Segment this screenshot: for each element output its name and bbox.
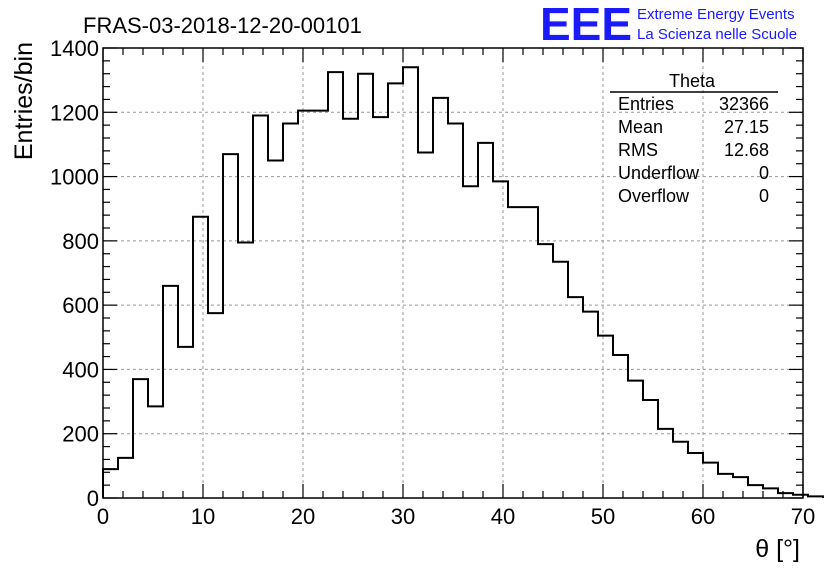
histogram-bin bbox=[583, 312, 598, 498]
stats-label-mean: Mean bbox=[618, 117, 663, 137]
x-tick-label: 30 bbox=[391, 504, 415, 529]
stats-label-underflow: Underflow bbox=[618, 163, 700, 183]
stats-label-rms: RMS bbox=[618, 140, 658, 160]
histogram-bin bbox=[403, 67, 418, 498]
stats-value-underflow: 0 bbox=[759, 163, 769, 183]
x-tick-label: 50 bbox=[591, 504, 615, 529]
histogram-bin bbox=[688, 453, 703, 498]
x-tick-label: 60 bbox=[691, 504, 715, 529]
x-tick-label: 10 bbox=[191, 504, 215, 529]
chart-title: FRAS-03-2018-12-20-00101 bbox=[83, 13, 362, 38]
histogram-bin bbox=[253, 116, 268, 499]
histogram-bin bbox=[538, 244, 553, 498]
histogram-series bbox=[102, 66, 824, 499]
y-tick-label: 1400 bbox=[50, 36, 99, 61]
histogram-bin bbox=[448, 124, 463, 498]
histogram-bin bbox=[163, 286, 178, 498]
histogram-bin bbox=[268, 161, 283, 499]
histogram-bin bbox=[493, 181, 508, 498]
x-axis-title: θ [°] bbox=[755, 535, 800, 563]
histogram-bin bbox=[568, 297, 583, 498]
grid-lines bbox=[103, 48, 803, 498]
histogram-bin bbox=[703, 463, 718, 498]
stats-value-mean: 27.15 bbox=[724, 117, 769, 137]
histogram-bin bbox=[133, 379, 148, 498]
y-tick-label: 1200 bbox=[50, 100, 99, 125]
stats-label-entries: Entries bbox=[618, 94, 674, 114]
histogram-bin bbox=[598, 336, 613, 498]
histogram-bin bbox=[193, 217, 208, 498]
histogram-bin bbox=[433, 98, 448, 498]
histogram-bin bbox=[178, 347, 193, 498]
histogram-bin bbox=[208, 313, 223, 498]
histogram-bin bbox=[118, 458, 133, 498]
histogram-bin bbox=[718, 474, 733, 498]
y-tick-label: 600 bbox=[62, 293, 99, 318]
histogram-bin bbox=[553, 262, 568, 498]
histogram-bin bbox=[238, 242, 253, 498]
y-tick-label: 800 bbox=[62, 229, 99, 254]
histogram-bin bbox=[358, 74, 373, 498]
histogram-bin bbox=[223, 154, 238, 498]
histogram-bin bbox=[298, 111, 313, 498]
histogram-bin bbox=[478, 143, 493, 498]
stats-box: Theta Entries 32366 Mean 27.15 RMS 12.68… bbox=[610, 71, 778, 206]
y-tick-labels: 0 200 400 600 800 1000 1200 1400 bbox=[50, 36, 99, 511]
logo-line-1: Extreme Energy Events bbox=[637, 6, 795, 23]
eee-logo-mark: EEE bbox=[540, 0, 632, 50]
histogram-outline bbox=[102, 66, 824, 498]
x-tick-labels: 0 10 20 30 40 50 60 70 bbox=[97, 504, 815, 529]
y-tick-label: 1000 bbox=[50, 165, 99, 190]
histogram-bin bbox=[103, 469, 118, 498]
x-tick-label: 0 bbox=[97, 504, 109, 529]
y-tick-label: 200 bbox=[62, 422, 99, 447]
y-axis-title: Entries/bin bbox=[10, 42, 38, 160]
histogram-bin bbox=[628, 381, 643, 498]
plot-frame bbox=[102, 47, 804, 499]
histogram-bin bbox=[658, 429, 673, 498]
histogram-bin bbox=[418, 152, 433, 498]
histogram-bin bbox=[388, 83, 403, 498]
x-tick-label: 40 bbox=[491, 504, 515, 529]
x-tick-label: 20 bbox=[291, 504, 315, 529]
stats-value-overflow: 0 bbox=[759, 186, 769, 206]
histogram-bin bbox=[523, 207, 538, 498]
stats-label-overflow: Overflow bbox=[618, 186, 690, 206]
y-tick-label: 400 bbox=[62, 357, 99, 382]
histogram-bin bbox=[733, 477, 748, 498]
histogram-bin bbox=[748, 485, 763, 498]
histogram-bin bbox=[508, 207, 523, 498]
histogram-bin bbox=[673, 442, 688, 498]
logo-line-2: La Scienza nelle Scuole bbox=[637, 26, 797, 43]
stats-value-entries: 32366 bbox=[719, 94, 769, 114]
histogram-bin bbox=[283, 124, 298, 498]
histogram-bin bbox=[808, 496, 823, 498]
histogram-bin bbox=[313, 111, 328, 498]
histogram-bin bbox=[373, 117, 388, 498]
histogram-bin bbox=[463, 186, 478, 498]
histogram-bin bbox=[643, 400, 658, 498]
histogram-bin bbox=[763, 488, 778, 498]
stats-title: Theta bbox=[669, 71, 716, 91]
y-tick-label: 0 bbox=[87, 486, 99, 511]
x-tick-label: 70 bbox=[791, 504, 815, 529]
histogram-bin bbox=[148, 406, 163, 498]
histogram-bin bbox=[328, 72, 343, 498]
stats-value-rms: 12.68 bbox=[724, 140, 769, 160]
axis-ticks bbox=[102, 47, 804, 499]
histogram-bin bbox=[343, 119, 358, 498]
histogram-bin bbox=[613, 355, 628, 498]
